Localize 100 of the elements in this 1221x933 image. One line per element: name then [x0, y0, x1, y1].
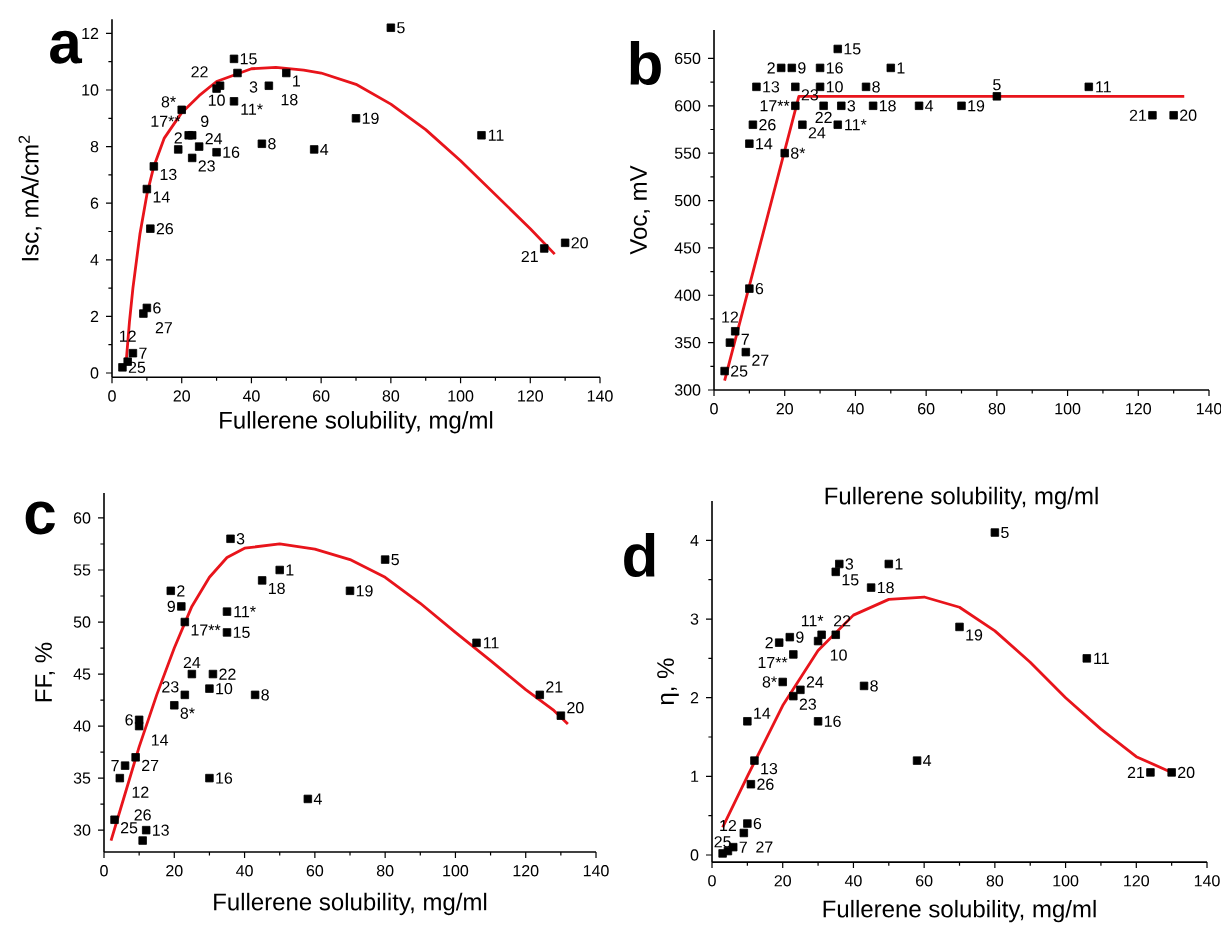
annotation: 22 [191, 66, 208, 78]
annotation: 18 [268, 582, 285, 595]
y-tick-label: 10 [82, 84, 99, 96]
x-tick-label: 40 [846, 403, 864, 415]
x-tick-label: 80 [986, 875, 1004, 887]
y-tick-label: 450 [674, 242, 701, 254]
annotation: 4 [925, 100, 934, 112]
annotation: 20 [1180, 109, 1197, 121]
y-tick-label: 0 [90, 367, 99, 379]
annotation: 27 [155, 321, 172, 334]
annotation: 13 [160, 168, 177, 181]
annotation: 14 [151, 734, 169, 746]
annotation: 17** [191, 624, 221, 636]
y-tick-label: 50 [73, 616, 91, 628]
annotation: 17** [760, 100, 790, 112]
x-tick-label: 20 [776, 403, 793, 415]
annotation: 26 [134, 809, 151, 821]
y-tick-label: 550 [674, 147, 701, 159]
annotation: 6 [753, 817, 762, 830]
annotation: 22 [815, 111, 832, 123]
annotation: 12 [720, 819, 737, 832]
y-tick-label: 4 [90, 254, 99, 266]
x-tick-label: 120 [1124, 875, 1150, 887]
annotation: 2 [767, 62, 775, 74]
annotation: 4 [923, 755, 932, 767]
annotation: 26 [156, 223, 174, 235]
x-tick-label: 60 [313, 390, 330, 402]
annotation: 14 [756, 138, 773, 150]
annotation: 21 [1127, 766, 1145, 778]
y-tick-label: 12 [82, 27, 99, 39]
annotation: 9 [798, 62, 806, 74]
annotation: 5 [1001, 526, 1009, 539]
annotation: 20 [571, 237, 588, 249]
y-tick-label: 8 [90, 140, 99, 153]
annotation: 18 [281, 94, 298, 106]
annotation: 24 [806, 676, 824, 688]
x-tick-label: 20 [166, 865, 183, 877]
annotation: 27 [752, 354, 769, 366]
annotation: 1 [286, 564, 294, 576]
x-tick-label: 80 [376, 865, 394, 877]
y-tick-label: 55 [73, 564, 91, 576]
annotation: 3 [236, 533, 245, 545]
annotation: 5 [391, 554, 399, 566]
y-tick-label: 650 [675, 52, 701, 65]
y-tick-label: 3 [690, 613, 699, 625]
annotation: 11* [845, 119, 867, 131]
annotation: 7 [739, 841, 747, 853]
x-tick-label: 0 [708, 875, 716, 887]
x-tick-label: 100 [1055, 403, 1081, 415]
annotation: 10 [830, 649, 847, 661]
annotation: 13 [153, 824, 169, 836]
annotation: 24 [808, 127, 826, 139]
x-tick-label: 120 [513, 865, 539, 877]
x-tick-label: 20 [774, 875, 791, 887]
x-tick-label: 60 [916, 875, 933, 887]
annotation: 25 [120, 822, 138, 834]
chart-title: c [25, 501, 55, 535]
x-tick-label: 40 [236, 865, 253, 877]
x-tick-label: 120 [518, 390, 544, 402]
y-axis-title: Voc, mV [630, 165, 650, 255]
annotation: 14 [754, 707, 771, 719]
annotation: 8* [791, 147, 806, 159]
x-axis-title: Fullerene solubility, mg/ml [214, 892, 487, 916]
x-tick-label: 60 [306, 865, 324, 877]
y-tick-label: 2 [90, 310, 99, 322]
x-tick-label: 120 [1126, 403, 1152, 415]
annotation: 11* [234, 606, 256, 618]
annotation: 26 [759, 119, 776, 131]
annotation: 7 [741, 333, 749, 345]
x-tick-label: 140 [1194, 875, 1220, 887]
y-tick-label: 35 [73, 772, 91, 784]
y-tick-label: 1 [691, 770, 699, 782]
annotation: 21 [1129, 109, 1147, 121]
annotation: 19 [966, 629, 983, 641]
annotation: 2 [177, 585, 185, 597]
annotation: 13 [761, 762, 778, 775]
annotation: 21 [521, 250, 538, 263]
annotation: 18 [877, 581, 894, 594]
x-tick-label: 140 [1196, 403, 1221, 415]
annotation: 19 [968, 100, 985, 112]
annotation: 2 [765, 637, 773, 649]
annotation: 11 [488, 129, 504, 141]
y-tick-label: 300 [674, 384, 701, 396]
annotation: 11* [801, 615, 824, 627]
annotation: 17** [758, 656, 788, 668]
y-tick-label: 0 [690, 849, 699, 861]
annotation: 9 [201, 115, 209, 127]
annotation: 15 [842, 574, 859, 586]
annotation: 5 [397, 22, 405, 34]
annotation: 3 [845, 558, 854, 570]
x-tick-label: 20 [173, 390, 190, 402]
annotation: 11 [483, 637, 499, 649]
y-tick-label: 400 [674, 289, 701, 301]
x-tick-label: 80 [382, 390, 400, 402]
x-axis-title: Fullerene solubility, mg/ml [825, 486, 1098, 510]
annotation: 25 [714, 836, 731, 848]
annotation: 19 [356, 585, 373, 597]
annotation: 8 [261, 689, 269, 701]
annotation: 9 [796, 631, 804, 643]
annotation: 24 [205, 133, 223, 145]
